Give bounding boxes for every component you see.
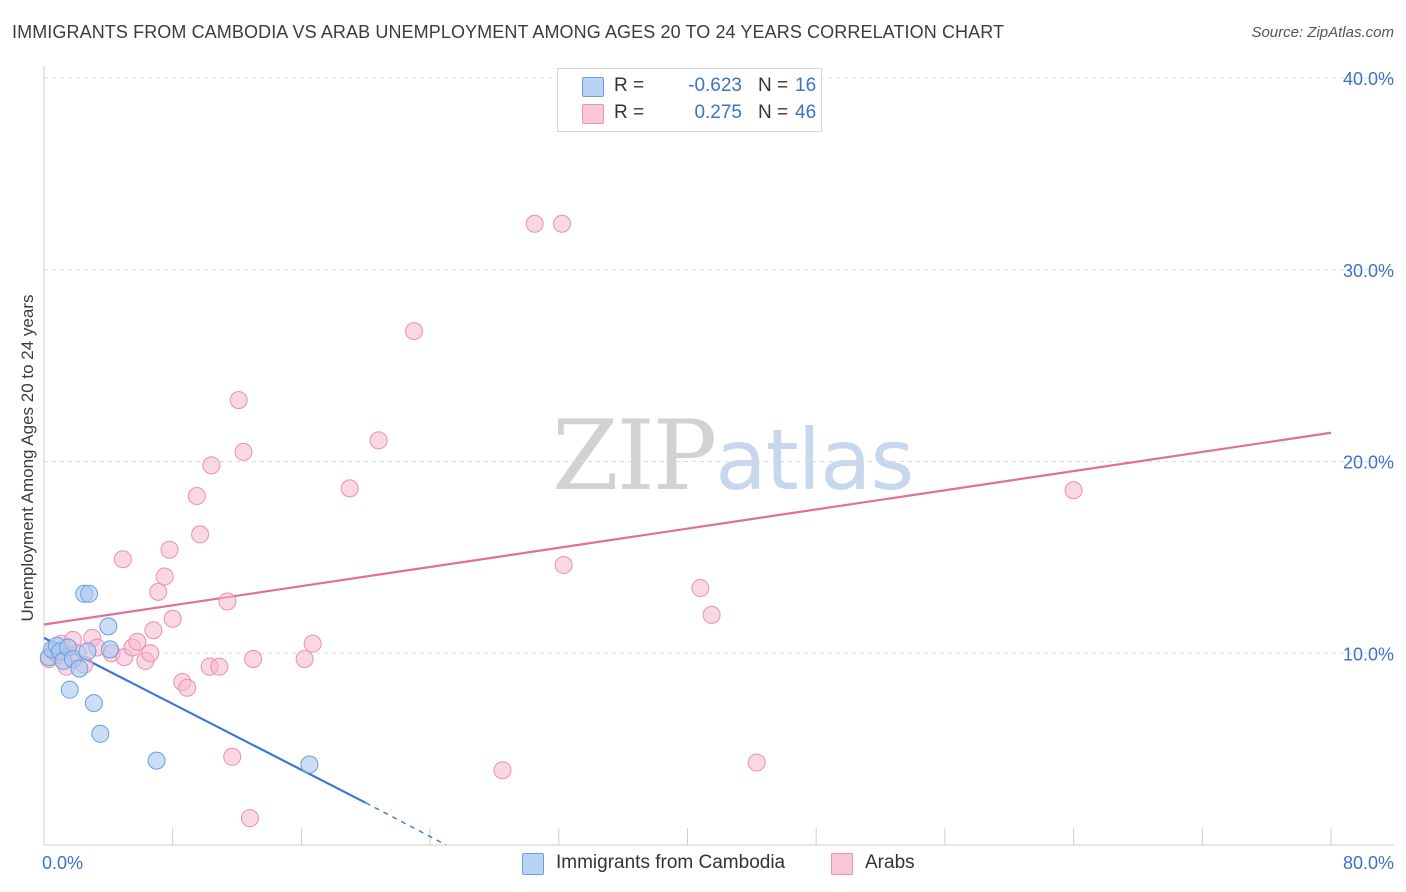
point-arabs-20 (163, 609, 182, 628)
point-arabs-47 (493, 761, 512, 780)
watermark-atlas: atlas (715, 411, 914, 509)
legend-swatch-arabs (582, 104, 604, 124)
point-arabs-32 (244, 650, 263, 669)
trend-layer (43, 431, 1332, 846)
bottom-legend-label-cambodia: Immigrants from Cambodia (556, 852, 786, 873)
point-arabs-31 (234, 442, 253, 461)
point-arabs-44 (1064, 481, 1083, 500)
y-tick-label-10: 10.0% (1343, 644, 1394, 664)
chart-title: IMMIGRANTS FROM CAMBODIA VS ARAB UNEMPLO… (12, 22, 1005, 42)
bottom-legend-swatch-cambodia (522, 853, 544, 875)
point-cambodia-16 (147, 751, 166, 770)
point-cambodia-17 (300, 755, 319, 774)
chart-source: Source: ZipAtlas.com (1251, 24, 1394, 41)
point-arabs-34 (303, 634, 322, 653)
bottom-legend-swatch-arabs (831, 853, 853, 875)
y-tick-label-40: 40.0% (1343, 69, 1394, 89)
points-layer (39, 214, 1083, 828)
legend-r-label: R = (614, 102, 645, 123)
legend-r-label: R = (614, 75, 645, 96)
point-arabs-42 (702, 605, 721, 624)
point-arabs-17 (149, 582, 168, 601)
point-arabs-36 (369, 431, 388, 450)
point-arabs-43 (747, 753, 766, 772)
y-tick-label-20: 20.0% (1343, 453, 1394, 473)
point-cambodia-12 (99, 617, 118, 636)
point-arabs-24 (191, 525, 210, 544)
point-arabs-15 (141, 644, 160, 663)
point-arabs-19 (160, 540, 179, 559)
point-arabs-39 (553, 214, 572, 233)
point-cambodia-13 (100, 640, 119, 659)
y-axis-label: Unemployment Among Ages 20 to 24 years (18, 294, 37, 622)
tick-label-layer: 10.0% 20.0% 30.0% 40.0% 0.0% 80.0% (42, 69, 1394, 873)
point-arabs-30 (229, 391, 248, 410)
point-cambodia-7 (70, 659, 89, 678)
point-cambodia-11 (80, 584, 99, 603)
point-cambodia-14 (84, 694, 103, 713)
point-arabs-41 (691, 579, 710, 598)
point-arabs-16 (144, 621, 163, 640)
point-cambodia-15 (91, 724, 110, 743)
y-tick-label-30: 30.0% (1343, 261, 1394, 281)
trendline-cambodia-extension (365, 802, 447, 846)
legend-swatch-cambodia (582, 77, 604, 97)
point-arabs-28 (218, 592, 237, 611)
legend-n-label: N = (758, 75, 789, 96)
point-arabs-45 (113, 550, 132, 569)
legend-n-label: N = (758, 102, 789, 123)
point-arabs-40 (554, 556, 573, 575)
point-arabs-18 (155, 567, 174, 586)
correlation-legend: R = -0.623 N = 16 R = 0.275 N = 46 (557, 68, 822, 132)
watermark: ZIPatlas (552, 400, 914, 512)
point-arabs-38 (525, 214, 544, 233)
legend-r-value-cambodia: -0.623 (688, 75, 742, 96)
point-arabs-27 (210, 657, 229, 676)
bottom-legend-label-arabs: Arabs (865, 852, 915, 873)
watermark-zip: ZIP (552, 400, 717, 512)
grid-layer (44, 77, 1394, 654)
x-tick-label-min: 0.0% (42, 853, 83, 873)
point-arabs-33 (295, 650, 314, 669)
point-cambodia-8 (60, 680, 79, 699)
point-cambodia-9 (78, 642, 97, 661)
trendline-arabs (43, 431, 1332, 626)
point-arabs-13 (128, 632, 147, 651)
point-arabs-29 (223, 747, 242, 766)
legend-n-value-arabs: 46 (795, 102, 817, 123)
point-arabs-25 (202, 456, 221, 475)
legend-n-value-cambodia: 16 (795, 75, 817, 96)
point-arabs-37 (405, 322, 424, 341)
point-arabs-35 (340, 479, 359, 498)
point-arabs-46 (240, 809, 259, 828)
trendline-cambodia (43, 636, 367, 804)
x-tick-label-max: 80.0% (1343, 853, 1394, 873)
point-arabs-22 (178, 678, 197, 697)
legend-r-value-arabs: 0.275 (694, 102, 742, 123)
point-arabs-23 (187, 487, 206, 506)
